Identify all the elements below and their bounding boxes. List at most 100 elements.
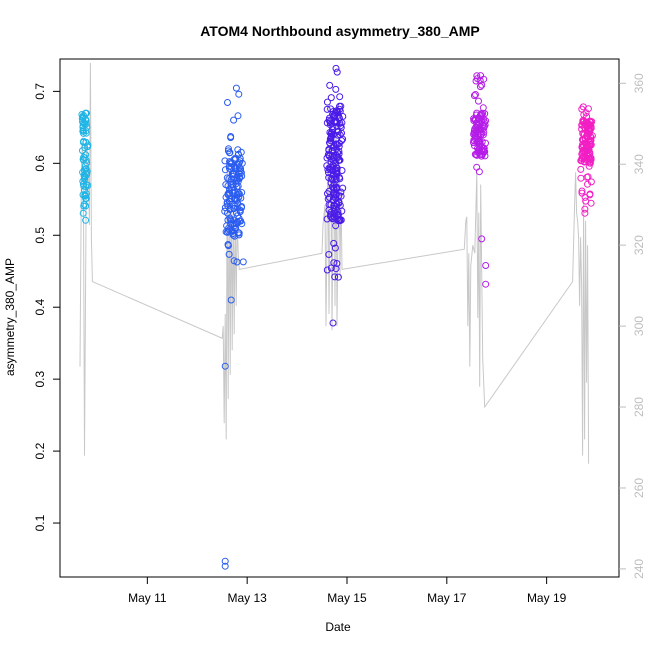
- data-point: [577, 157, 585, 165]
- data-point: [324, 195, 332, 203]
- data-point: [80, 137, 88, 145]
- data-point: [227, 134, 235, 142]
- data-point: [237, 167, 245, 175]
- data-point: [473, 123, 481, 131]
- y-axis-right: 240 260 280 300 320 340 360: [619, 73, 646, 579]
- data-point: [482, 280, 490, 288]
- data-point: [586, 191, 594, 199]
- data-point: [329, 319, 337, 327]
- data-point: [472, 91, 479, 98]
- data-point: [335, 156, 343, 164]
- data-point: [224, 241, 232, 248]
- plot-layer: May 11 May 13 May 15 May 17 May 19 0.10.20.30…: [33, 58, 646, 605]
- data-point: [224, 182, 232, 190]
- data-point: [332, 85, 340, 93]
- data-point: [578, 125, 586, 133]
- data-point: [325, 169, 332, 177]
- data-point: [327, 94, 335, 102]
- y-tick-label: 0.5: [33, 227, 47, 244]
- data-point: [585, 155, 593, 163]
- data-point: [323, 98, 331, 106]
- data-point: [331, 244, 339, 252]
- data-point: [328, 175, 336, 182]
- y-tick-label: 0.1: [33, 514, 47, 531]
- data-point: [225, 224, 232, 232]
- data-point: [581, 209, 589, 217]
- data-point: [578, 187, 586, 195]
- data-point: [230, 220, 238, 228]
- data-point: [579, 130, 587, 138]
- data-point: [323, 266, 331, 274]
- chart-title: ATOM4 Northbound asymmetry_380_AMP: [200, 23, 480, 39]
- data-point: [82, 216, 90, 224]
- data-point: [332, 140, 340, 148]
- data-point: [329, 214, 336, 222]
- data-point: [225, 250, 233, 258]
- data-point: [84, 141, 92, 149]
- data-point: [336, 93, 344, 101]
- data-point: [326, 114, 333, 122]
- data-point: [578, 189, 586, 197]
- data-point: [333, 68, 341, 76]
- data-point: [225, 145, 232, 153]
- data-point: [331, 273, 339, 281]
- data-point: [336, 102, 343, 110]
- data-point: [470, 117, 478, 124]
- data-point: [336, 202, 344, 209]
- data-point: [329, 108, 337, 115]
- y-axis-left: 0.1 0.2 0.3 0.4 0.5 0.6 0.7: [33, 83, 60, 531]
- data-point: [82, 183, 90, 191]
- data-point: [480, 118, 488, 126]
- data-point: [83, 167, 91, 175]
- data-point: [329, 147, 337, 155]
- data-point: [229, 172, 236, 180]
- y2-tick-label: 240: [632, 559, 646, 579]
- data-point: [235, 150, 242, 158]
- data-point: [238, 203, 246, 210]
- x-axis-label: Date: [325, 620, 351, 634]
- data-point: [474, 148, 482, 156]
- data-point: [333, 260, 341, 267]
- data-point: [81, 192, 89, 200]
- data-point: [578, 121, 586, 129]
- data-point: [578, 155, 586, 163]
- data-point: [228, 189, 236, 197]
- secondary-series-line: [79, 62, 590, 464]
- point-cluster-3: [323, 64, 347, 327]
- data-point: [478, 81, 486, 89]
- data-point: [235, 190, 243, 198]
- data-point: [332, 64, 340, 72]
- data-point: [235, 90, 243, 98]
- data-point: [336, 107, 344, 115]
- y2-tick-label: 320: [632, 235, 646, 255]
- data-point: [236, 208, 244, 216]
- data-point: [334, 273, 342, 281]
- data-point: [80, 129, 87, 137]
- point-cluster-1: [78, 109, 92, 224]
- data-point: [335, 217, 343, 224]
- data-point: [331, 165, 339, 173]
- y2-tick-label: 360: [632, 73, 646, 93]
- x-axis: May 11 May 13 May 15 May 17 May 19: [128, 577, 567, 605]
- point-cluster-5: [577, 103, 596, 217]
- data-point: [577, 165, 585, 173]
- y-tick-label: 0.7: [33, 83, 47, 100]
- data-point: [473, 163, 481, 171]
- data-point: [239, 258, 247, 266]
- x-tick-label: May 15: [327, 591, 367, 605]
- data-point: [221, 557, 229, 565]
- data-point: [79, 114, 87, 121]
- y-axis-label: asymmetry_380_AMP: [3, 258, 17, 376]
- data-point: [478, 143, 486, 151]
- data-point: [221, 166, 229, 174]
- data-point: [323, 154, 331, 162]
- data-point: [579, 144, 586, 152]
- data-point: [323, 105, 331, 113]
- data-point: [82, 129, 90, 137]
- data-point: [327, 137, 335, 145]
- data-point: [231, 195, 239, 203]
- y-tick-label: 0.3: [33, 370, 47, 387]
- data-point: [325, 145, 333, 153]
- data-point: [332, 222, 340, 230]
